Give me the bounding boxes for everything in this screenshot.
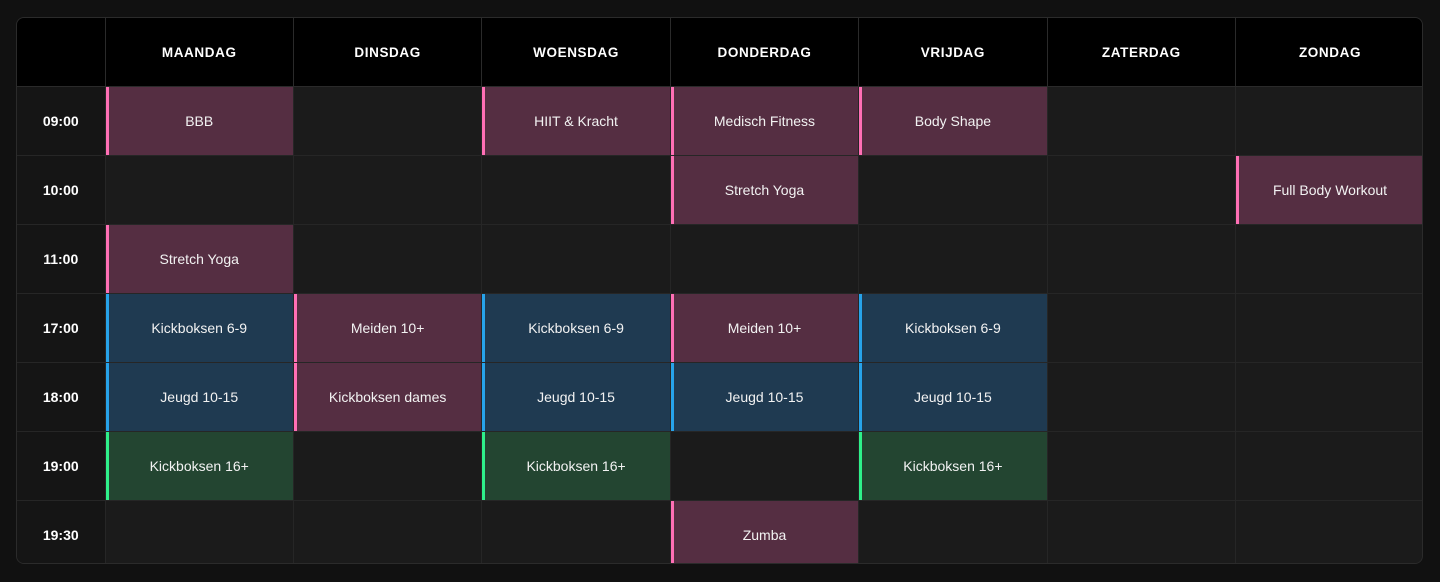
empty-slot bbox=[1047, 431, 1237, 501]
empty-slot bbox=[858, 224, 1048, 294]
schedule-frame: MAANDAG DINSDAG WOENSDAG DONDERDAG VRIJD… bbox=[16, 17, 1423, 564]
empty-slot bbox=[293, 86, 483, 156]
time-row: 10:00 Stretch Yoga Full Body Workout bbox=[17, 155, 1422, 225]
empty-slot bbox=[1047, 293, 1237, 363]
class-slot[interactable]: Zumba bbox=[670, 500, 860, 563]
corner-cell bbox=[17, 18, 106, 87]
empty-slot bbox=[1047, 86, 1237, 156]
day-header: MAANDAG bbox=[105, 18, 294, 87]
day-header: WOENSDAG bbox=[481, 18, 671, 87]
empty-slot bbox=[293, 224, 483, 294]
empty-slot bbox=[670, 224, 860, 294]
time-row: 17:00 Kickboksen 6-9 Meiden 10+ Kickboksen … bbox=[17, 293, 1422, 363]
class-slot[interactable]: Full Body Workout bbox=[1235, 155, 1422, 225]
time-row: 09:00 BBB HIIT & Kracht Medisch Fitness Body… bbox=[17, 86, 1422, 156]
day-header: ZONDAG bbox=[1235, 18, 1422, 87]
empty-slot bbox=[293, 431, 483, 501]
day-header: DINSDAG bbox=[293, 18, 483, 87]
empty-slot bbox=[1235, 500, 1422, 563]
time-label: 19:00 bbox=[17, 431, 106, 501]
empty-slot bbox=[105, 155, 294, 225]
day-header: DONDERDAG bbox=[670, 18, 860, 87]
time-row: 19:00 Kickboksen 16+ Kickboksen 16+ Kickbok… bbox=[17, 431, 1422, 501]
class-slot[interactable]: HIIT & Kracht bbox=[481, 86, 671, 156]
class-slot[interactable]: Jeugd 10-15 bbox=[481, 362, 671, 432]
time-row: 19:30 Zumba bbox=[17, 500, 1422, 563]
weekly-schedule-table: MAANDAG DINSDAG WOENSDAG DONDERDAG VRIJD… bbox=[17, 18, 1422, 563]
class-slot[interactable]: Body Shape bbox=[858, 86, 1048, 156]
time-row: 11:00 Stretch Yoga bbox=[17, 224, 1422, 294]
class-slot[interactable]: Jeugd 10-15 bbox=[670, 362, 860, 432]
class-slot[interactable]: Jeugd 10-15 bbox=[105, 362, 294, 432]
empty-slot bbox=[858, 500, 1048, 563]
time-label: 09:00 bbox=[17, 86, 106, 156]
class-slot[interactable]: Stretch Yoga bbox=[105, 224, 294, 294]
day-header: ZATERDAG bbox=[1047, 18, 1237, 87]
empty-slot bbox=[670, 431, 860, 501]
time-label: 10:00 bbox=[17, 155, 106, 225]
time-row: 18:00 Jeugd 10-15 Kickboksen dames Jeugd 10… bbox=[17, 362, 1422, 432]
time-label: 19:30 bbox=[17, 500, 106, 563]
class-slot[interactable]: Kickboksen 6-9 bbox=[481, 293, 671, 363]
empty-slot bbox=[293, 155, 483, 225]
empty-slot bbox=[481, 224, 671, 294]
class-slot[interactable]: Kickboksen 16+ bbox=[481, 431, 671, 501]
empty-slot bbox=[1235, 86, 1422, 156]
empty-slot bbox=[1235, 362, 1422, 432]
empty-slot bbox=[1047, 155, 1237, 225]
class-slot[interactable]: Meiden 10+ bbox=[670, 293, 860, 363]
schedule-body: 09:00 BBB HIIT & Kracht Medisch Fitness Body… bbox=[17, 86, 1422, 563]
empty-slot bbox=[1047, 224, 1237, 294]
time-label: 18:00 bbox=[17, 362, 106, 432]
class-slot[interactable]: Meiden 10+ bbox=[293, 293, 483, 363]
class-slot[interactable]: Kickboksen dames bbox=[293, 362, 483, 432]
time-label: 11:00 bbox=[17, 224, 106, 294]
class-slot[interactable]: Kickboksen 6-9 bbox=[105, 293, 294, 363]
class-slot[interactable]: Kickboksen 16+ bbox=[858, 431, 1048, 501]
empty-slot bbox=[1047, 500, 1237, 563]
day-header-row: MAANDAG DINSDAG WOENSDAG DONDERDAG VRIJD… bbox=[17, 18, 1422, 87]
empty-slot bbox=[481, 155, 671, 225]
day-header: VRIJDAG bbox=[858, 18, 1048, 87]
time-label: 17:00 bbox=[17, 293, 106, 363]
empty-slot bbox=[1047, 362, 1237, 432]
class-slot[interactable]: BBB bbox=[105, 86, 294, 156]
empty-slot bbox=[1235, 224, 1422, 294]
empty-slot bbox=[105, 500, 294, 563]
empty-slot bbox=[481, 500, 671, 563]
class-slot[interactable]: Kickboksen 16+ bbox=[105, 431, 294, 501]
class-slot[interactable]: Stretch Yoga bbox=[670, 155, 860, 225]
empty-slot bbox=[1235, 293, 1422, 363]
empty-slot bbox=[858, 155, 1048, 225]
empty-slot bbox=[293, 500, 483, 563]
class-slot[interactable]: Kickboksen 6-9 bbox=[858, 293, 1048, 363]
class-slot[interactable]: Medisch Fitness bbox=[670, 86, 860, 156]
empty-slot bbox=[1235, 431, 1422, 501]
class-slot[interactable]: Jeugd 10-15 bbox=[858, 362, 1048, 432]
